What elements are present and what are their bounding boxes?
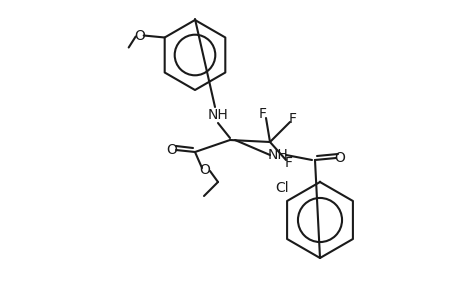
Text: NH: NH [267,148,288,162]
Text: F: F [288,112,297,126]
Text: O: O [334,151,345,165]
Text: O: O [166,143,177,157]
Text: O: O [199,163,210,177]
Text: Cl: Cl [274,181,288,195]
Text: F: F [285,156,292,170]
Text: NH: NH [207,108,228,122]
Text: O: O [134,28,145,43]
Text: F: F [258,107,266,121]
